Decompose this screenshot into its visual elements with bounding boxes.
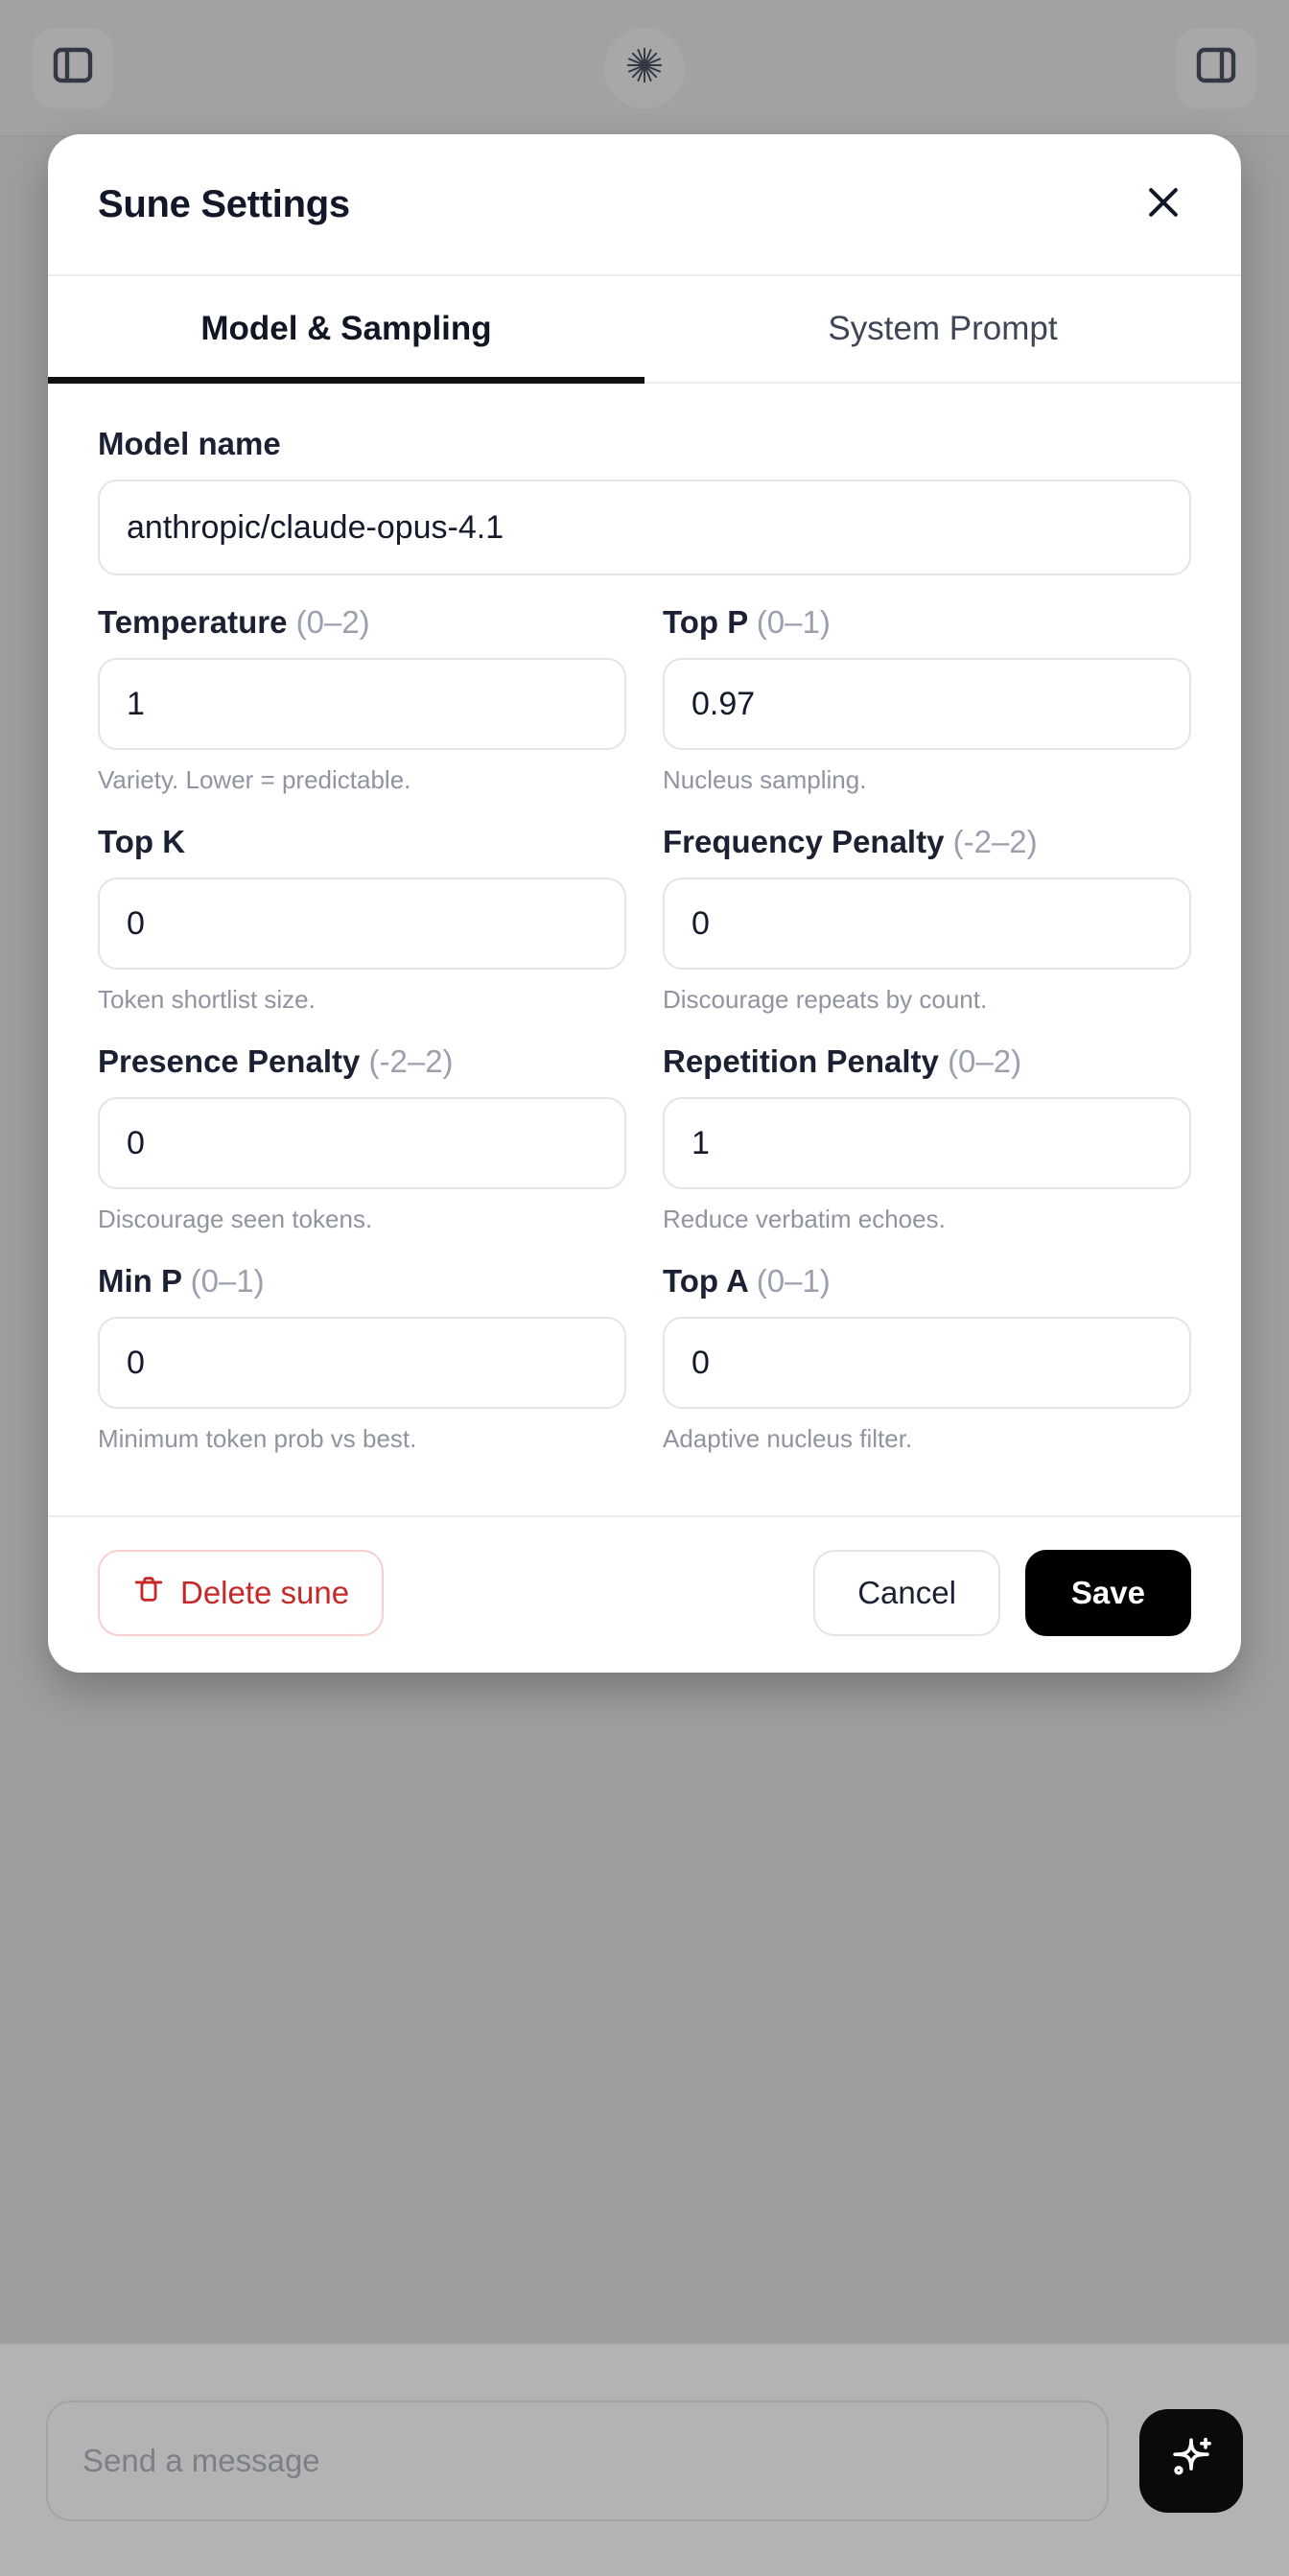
sune-settings-dialog: Sune Settings Model & Sampling System Pr… <box>48 134 1241 1673</box>
param-value: 0 <box>691 904 710 942</box>
send-button[interactable] <box>1139 2408 1243 2513</box>
param-hint: Minimum token prob vs best. <box>98 1424 417 1453</box>
dialog-tabs: Model & Sampling System Prompt <box>48 276 1241 384</box>
message-input[interactable]: Send a message <box>46 2400 1109 2521</box>
dialog-body: Model name anthropic/claude-opus-4.1 Tem… <box>48 384 1241 1515</box>
param-value: 1 <box>127 685 145 722</box>
param-value: 0 <box>127 1344 145 1381</box>
param-hint: Discourage repeats by count. <box>663 985 988 1014</box>
param-input[interactable]: 1 <box>663 1097 1191 1189</box>
close-button[interactable] <box>1134 175 1193 234</box>
param-value: 0 <box>691 1344 710 1381</box>
param-value: 0 <box>127 1124 145 1161</box>
param-label: Min P (0–1) <box>98 1263 626 1300</box>
left-panel-toggle-icon <box>50 42 96 93</box>
param-range: (-2–2) <box>368 1043 454 1079</box>
param-name: Top P <box>663 604 748 640</box>
param-label: Frequency Penalty (-2–2) <box>663 824 1191 860</box>
param-input[interactable]: 1 <box>98 658 626 750</box>
trash-icon <box>132 1573 165 1613</box>
top-bar <box>0 0 1289 137</box>
model-name-label: Model name <box>98 426 281 461</box>
save-button[interactable]: Save <box>1024 1550 1191 1636</box>
model-name-input[interactable]: anthropic/claude-opus-4.1 <box>98 480 1191 575</box>
param-value: 0 <box>127 904 145 942</box>
delete-sune-button[interactable]: Delete sune <box>98 1550 385 1636</box>
delete-sune-label: Delete sune <box>180 1575 350 1610</box>
cancel-label: Cancel <box>857 1575 956 1610</box>
param-name: Top K <box>98 824 186 859</box>
param-label: Top A (0–1) <box>663 1263 1191 1300</box>
tab-model-and-sampling[interactable]: Model & Sampling <box>48 276 644 384</box>
param-range: (0–1) <box>756 1263 831 1299</box>
param-name: Presence Penalty <box>98 1043 361 1079</box>
message-placeholder: Send a message <box>82 2442 320 2478</box>
param-name: Frequency Penalty <box>663 824 945 859</box>
param-range: (-2–2) <box>952 824 1038 859</box>
param-presence-penalty: Presence Penalty (-2–2) 0 Discourage see… <box>98 1043 626 1234</box>
param-top-p: Top P (0–1) 0.97 Nucleus sampling. <box>663 604 1191 795</box>
param-top-k: Top K 0 Token shortlist size. <box>98 824 626 1015</box>
sunburst-button[interactable] <box>604 27 685 108</box>
param-top-a: Top A (0–1) 0 Adaptive nucleus filter. <box>663 1263 1191 1454</box>
model-name-field: Model name anthropic/claude-opus-4.1 <box>98 426 1191 575</box>
param-name: Repetition Penalty <box>663 1043 939 1079</box>
right-panel-toggle-button[interactable] <box>1176 27 1256 108</box>
param-temperature: Temperature (0–2) 1 Variety. Lower = pre… <box>98 604 626 795</box>
footer-actions: Cancel Save <box>813 1550 1191 1636</box>
param-range: (0–2) <box>948 1043 1022 1079</box>
param-value: 1 <box>691 1124 710 1161</box>
param-range: (0–2) <box>295 604 370 640</box>
param-name: Temperature <box>98 604 288 640</box>
param-input[interactable]: 0 <box>98 1317 626 1409</box>
param-hint: Reduce verbatim echoes. <box>663 1205 946 1233</box>
cancel-button[interactable]: Cancel <box>813 1550 1000 1636</box>
param-name: Min P <box>98 1263 182 1299</box>
param-hint: Nucleus sampling. <box>663 765 867 794</box>
param-name: Top A <box>663 1263 748 1299</box>
tab-label: Model & Sampling <box>200 310 492 347</box>
sunburst-icon <box>622 43 667 92</box>
param-label: Temperature (0–2) <box>98 604 626 641</box>
param-range: (0–1) <box>756 604 831 640</box>
param-input[interactable]: 0.97 <box>663 658 1191 750</box>
param-hint: Variety. Lower = predictable. <box>98 765 411 794</box>
tab-system-prompt[interactable]: System Prompt <box>644 276 1241 382</box>
param-hint: Adaptive nucleus filter. <box>663 1424 913 1453</box>
param-input[interactable]: 0 <box>663 1317 1191 1409</box>
model-name-value: anthropic/claude-opus-4.1 <box>127 508 504 546</box>
dialog-title: Sune Settings <box>98 182 350 225</box>
param-label: Top P (0–1) <box>663 604 1191 641</box>
param-label: Top K <box>98 824 626 860</box>
param-range: (0–1) <box>190 1263 265 1299</box>
param-hint: Discourage seen tokens. <box>98 1205 373 1233</box>
param-frequency-penalty: Frequency Penalty (-2–2) 0 Discourage re… <box>663 824 1191 1015</box>
param-label: Repetition Penalty (0–2) <box>663 1043 1191 1080</box>
param-hint: Token shortlist size. <box>98 985 316 1014</box>
param-input[interactable]: 0 <box>98 878 626 970</box>
param-label: Presence Penalty (-2–2) <box>98 1043 626 1080</box>
dialog-header: Sune Settings <box>48 134 1241 276</box>
sparkle-icon <box>1163 2430 1219 2491</box>
left-panel-toggle-button[interactable] <box>33 27 113 108</box>
param-min-p: Min P (0–1) 0 Minimum token prob vs best… <box>98 1263 626 1454</box>
right-panel-toggle-icon <box>1193 42 1239 93</box>
parameter-grid: Temperature (0–2) 1 Variety. Lower = pre… <box>98 604 1191 1483</box>
param-value: 0.97 <box>691 685 756 722</box>
tab-label: System Prompt <box>828 310 1058 347</box>
param-input[interactable]: 0 <box>663 878 1191 970</box>
save-label: Save <box>1070 1575 1145 1610</box>
param-repetition-penalty: Repetition Penalty (0–2) 1 Reduce verbat… <box>663 1043 1191 1234</box>
dialog-footer: Delete sune Cancel Save <box>48 1515 1241 1673</box>
message-composer: Send a message <box>0 2343 1289 2576</box>
param-input[interactable]: 0 <box>98 1097 626 1189</box>
close-icon <box>1142 181 1184 228</box>
